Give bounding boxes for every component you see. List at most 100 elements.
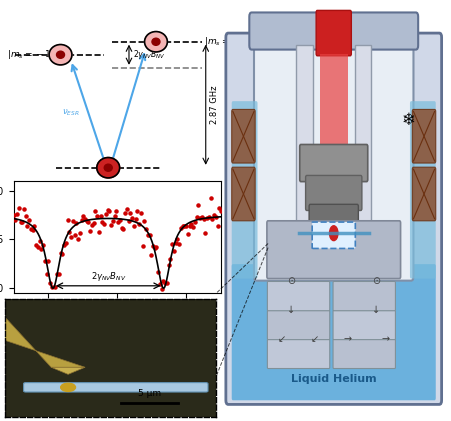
Point xyxy=(29,227,37,234)
Point xyxy=(209,216,216,222)
Text: 5 μm: 5 μm xyxy=(138,389,161,397)
Circle shape xyxy=(330,226,338,241)
Point xyxy=(202,230,209,237)
Point xyxy=(60,242,68,248)
Point xyxy=(107,221,115,228)
Point xyxy=(175,240,183,247)
Point xyxy=(43,271,50,277)
Point xyxy=(181,223,188,229)
FancyBboxPatch shape xyxy=(412,109,436,163)
Point xyxy=(64,217,71,224)
Text: →: → xyxy=(344,334,352,344)
Point xyxy=(99,218,106,225)
Circle shape xyxy=(56,51,64,58)
FancyBboxPatch shape xyxy=(320,54,348,268)
Point xyxy=(139,243,146,250)
Text: ↙: ↙ xyxy=(311,334,319,344)
Point xyxy=(129,215,136,221)
Point xyxy=(207,195,214,202)
Text: $2\gamma_{NV}B_{NV}$: $2\gamma_{NV}B_{NV}$ xyxy=(91,270,126,283)
Point xyxy=(165,262,172,269)
Point xyxy=(197,214,204,221)
Point xyxy=(78,217,85,224)
FancyBboxPatch shape xyxy=(254,45,414,281)
Point xyxy=(116,217,124,224)
Point xyxy=(50,296,57,302)
Text: ⊙: ⊙ xyxy=(287,277,295,286)
Point xyxy=(73,219,80,226)
FancyBboxPatch shape xyxy=(267,310,330,340)
Circle shape xyxy=(97,157,120,178)
Point xyxy=(170,248,178,254)
FancyBboxPatch shape xyxy=(232,109,255,163)
Point xyxy=(167,256,174,263)
Point xyxy=(169,241,176,248)
Point xyxy=(40,242,47,248)
Point xyxy=(106,208,113,215)
Text: Liquid Helium: Liquid Helium xyxy=(291,374,377,384)
Point xyxy=(205,214,212,221)
FancyBboxPatch shape xyxy=(23,383,208,392)
Point xyxy=(32,242,40,249)
Point xyxy=(130,223,138,230)
FancyBboxPatch shape xyxy=(232,167,255,221)
Point xyxy=(66,228,73,235)
Polygon shape xyxy=(5,317,85,367)
Point xyxy=(186,222,193,229)
Text: $|m_s=0\rangle$: $|m_s=0\rangle$ xyxy=(90,181,127,195)
FancyBboxPatch shape xyxy=(333,339,396,368)
Point xyxy=(216,205,223,211)
Point xyxy=(109,218,116,224)
Point xyxy=(156,280,164,287)
Point xyxy=(69,218,76,224)
Text: ↓: ↓ xyxy=(287,305,295,315)
Point xyxy=(104,207,111,214)
Point xyxy=(127,209,134,216)
FancyBboxPatch shape xyxy=(410,101,436,279)
Polygon shape xyxy=(51,367,85,374)
Point xyxy=(34,243,41,250)
Point xyxy=(137,209,144,216)
Point xyxy=(15,205,23,211)
Point xyxy=(88,221,96,228)
FancyBboxPatch shape xyxy=(267,282,330,311)
Point xyxy=(18,219,26,226)
FancyBboxPatch shape xyxy=(309,204,359,227)
FancyBboxPatch shape xyxy=(232,101,258,279)
Point xyxy=(92,208,99,214)
Point xyxy=(121,210,129,216)
Point xyxy=(189,224,197,231)
Circle shape xyxy=(104,164,112,171)
Point xyxy=(155,269,162,275)
Point xyxy=(87,228,94,234)
Point xyxy=(57,250,64,257)
Point xyxy=(55,271,63,277)
Point xyxy=(144,231,152,238)
Point xyxy=(10,211,17,218)
Point xyxy=(12,216,19,223)
FancyBboxPatch shape xyxy=(296,45,313,268)
FancyBboxPatch shape xyxy=(306,176,362,210)
Point xyxy=(115,219,122,226)
Point xyxy=(143,226,150,232)
FancyBboxPatch shape xyxy=(333,282,396,311)
FancyBboxPatch shape xyxy=(333,310,396,340)
Point xyxy=(147,252,155,258)
Text: $|m_s=+1\rangle$: $|m_s=+1\rangle$ xyxy=(204,35,252,48)
Text: $\nu_{ESR}$: $\nu_{ESR}$ xyxy=(62,107,80,117)
Point xyxy=(95,229,102,236)
Point xyxy=(211,212,218,218)
Point xyxy=(76,229,83,236)
Point xyxy=(46,280,54,286)
Point xyxy=(153,244,160,251)
FancyBboxPatch shape xyxy=(312,222,355,248)
Point xyxy=(62,240,69,246)
Circle shape xyxy=(144,32,167,52)
Point xyxy=(71,232,78,239)
Point xyxy=(132,216,139,223)
FancyBboxPatch shape xyxy=(355,45,371,268)
Point xyxy=(188,221,195,228)
Point xyxy=(141,218,148,225)
X-axis label: $\nu_{MW}$ (GHz): $\nu_{MW}$ (GHz) xyxy=(92,318,143,331)
Point xyxy=(146,232,153,238)
